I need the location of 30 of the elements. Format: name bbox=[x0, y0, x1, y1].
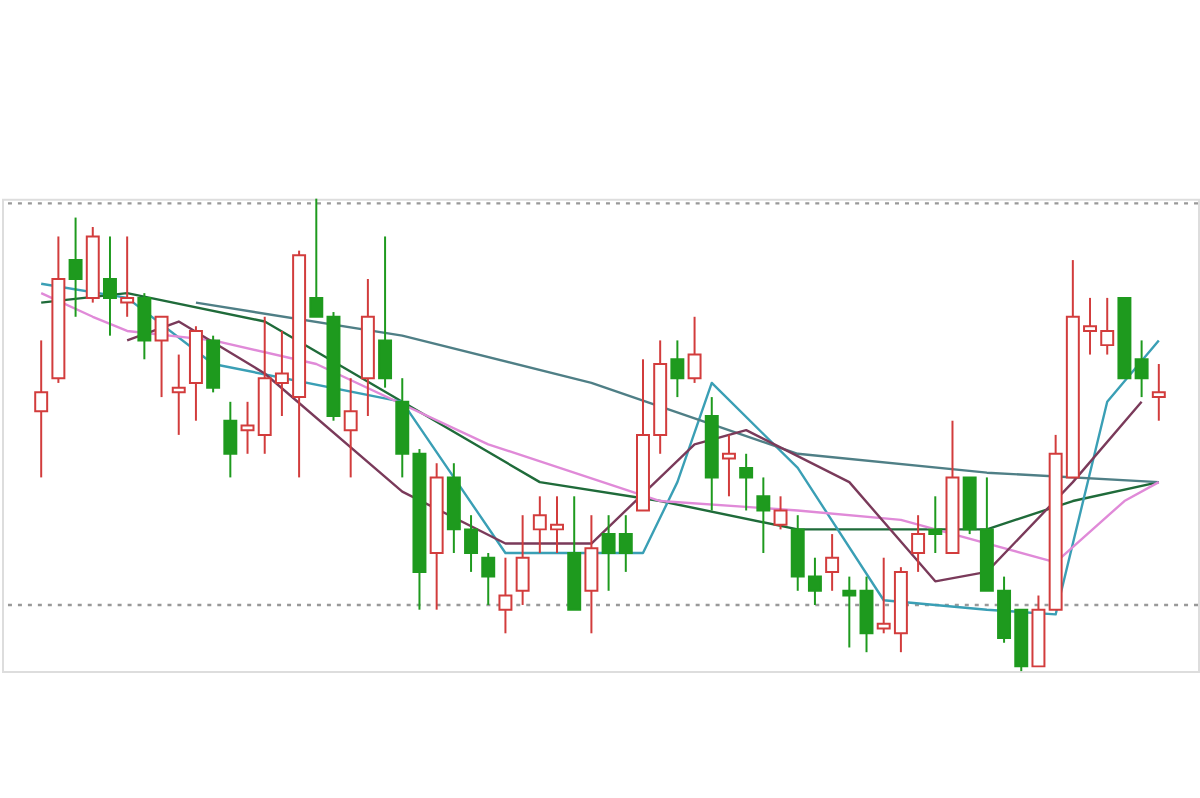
candlestick bbox=[584, 514, 599, 635]
candlestick bbox=[309, 197, 324, 318]
candlestick bbox=[481, 551, 496, 606]
candlestick bbox=[773, 495, 788, 531]
candlestick bbox=[378, 235, 393, 389]
candlestick bbox=[154, 315, 169, 399]
candlestick bbox=[68, 216, 83, 318]
candlestick bbox=[1151, 363, 1166, 422]
candlestick bbox=[825, 533, 840, 592]
candlestick bbox=[756, 476, 771, 554]
candlestick bbox=[240, 400, 255, 455]
candlestick bbox=[515, 514, 530, 606]
candlestick bbox=[34, 339, 49, 479]
candlestick bbox=[137, 292, 152, 361]
candlestick bbox=[687, 315, 702, 384]
candlestick bbox=[1134, 339, 1149, 399]
candlestick bbox=[171, 353, 186, 436]
candlestick bbox=[739, 452, 754, 512]
candlestick bbox=[102, 235, 117, 337]
candlestick bbox=[120, 235, 135, 318]
candlestick bbox=[670, 339, 685, 399]
candlestick bbox=[859, 575, 874, 654]
candlestick bbox=[206, 334, 221, 394]
candlestick bbox=[223, 400, 238, 479]
candlestick bbox=[842, 575, 857, 649]
candlestick bbox=[343, 377, 358, 479]
candlestick bbox=[498, 556, 513, 635]
candlestick bbox=[721, 433, 736, 498]
candlestick bbox=[911, 514, 926, 573]
candlestick bbox=[928, 495, 943, 554]
